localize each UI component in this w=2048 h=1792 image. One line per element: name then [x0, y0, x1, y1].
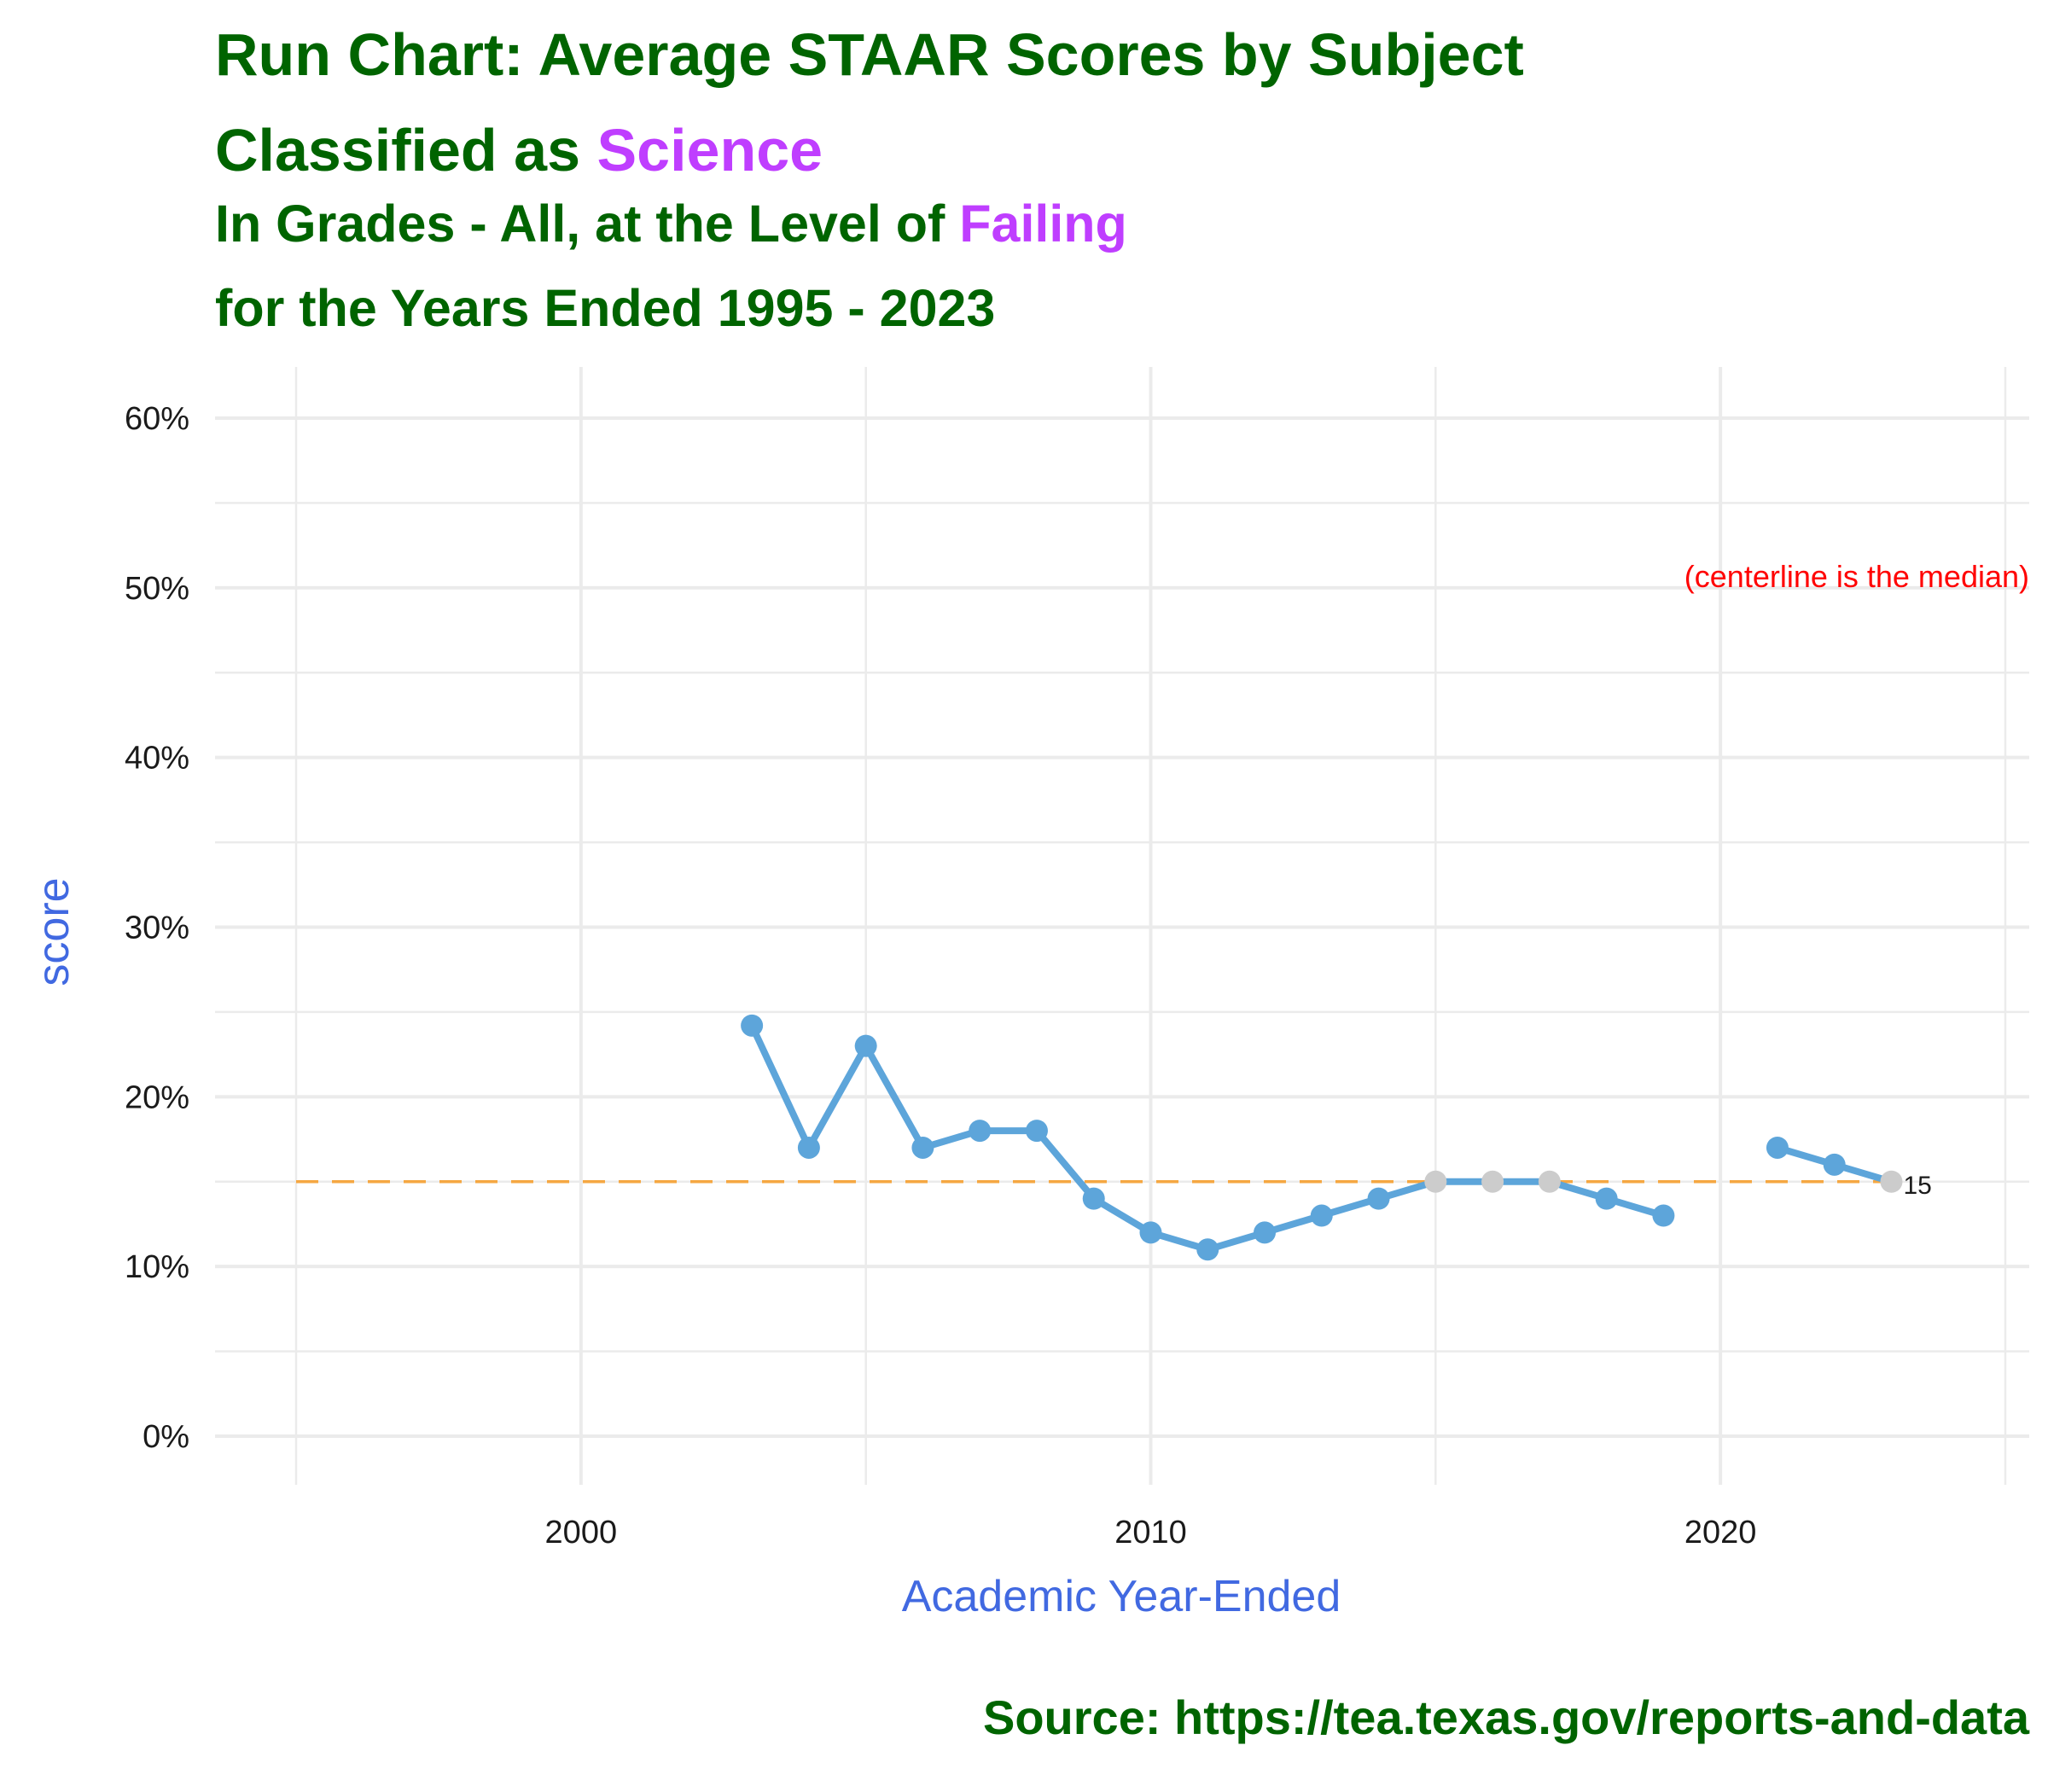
series — [741, 1014, 1903, 1261]
data-point — [1139, 1221, 1162, 1244]
x-tick-label: 2000 — [545, 1515, 618, 1551]
data-point — [1082, 1187, 1105, 1210]
chart-subtitle-line1: In Grades - All, at the Level of Failing — [215, 195, 1127, 253]
axis-tick-labels: 0% 10% 20% 30% 40% 50% 60% 2000 2010 2020 — [125, 401, 1757, 1551]
chart-title-line1: Run Chart: Average STAAR Scores by Subje… — [215, 21, 1524, 88]
chart-title-line2: Classified as Science — [215, 117, 823, 183]
y-tick-label: 10% — [125, 1249, 189, 1285]
data-point — [1025, 1120, 1048, 1143]
data-point — [1196, 1238, 1219, 1261]
y-tick-label: 0% — [143, 1419, 189, 1455]
data-point — [1652, 1204, 1675, 1227]
data-point — [1595, 1187, 1618, 1210]
data-point — [1367, 1187, 1390, 1210]
data-point — [1481, 1170, 1504, 1193]
chart-title-subject: Science — [596, 117, 823, 183]
chart-title-prefix: Classified as — [215, 117, 596, 183]
data-point — [1823, 1153, 1846, 1176]
median-annotation: (centerline is the median) — [1684, 559, 2029, 594]
chart-subtitle-level: Failing — [959, 195, 1127, 253]
end-value-label: 15 — [1903, 1172, 1931, 1200]
data-point — [854, 1034, 877, 1057]
data-point — [1254, 1221, 1277, 1244]
chart-subtitle-line2: for the Years Ended 1995 - 2023 — [215, 279, 995, 337]
data-point — [1424, 1170, 1447, 1193]
data-point — [911, 1136, 934, 1159]
data-point — [969, 1120, 992, 1143]
chart-subtitle-prefix: In Grades - All, at the Level of — [215, 195, 959, 253]
y-tick-label: 20% — [125, 1079, 189, 1115]
data-point — [797, 1136, 820, 1159]
x-tick-label: 2020 — [1684, 1515, 1757, 1551]
data-point — [1880, 1170, 1903, 1193]
y-tick-label: 40% — [125, 741, 189, 777]
grid — [215, 367, 2029, 1485]
data-point — [1538, 1170, 1561, 1193]
data-point — [1310, 1204, 1333, 1227]
x-axis-title: Academic Year-Ended — [902, 1572, 1341, 1621]
source-caption: Source: https://tea.texas.gov/reports-an… — [983, 1690, 2030, 1744]
y-tick-label: 30% — [125, 911, 189, 946]
y-tick-label: 60% — [125, 401, 189, 437]
data-point — [1766, 1136, 1789, 1159]
series-line — [748, 1021, 1667, 1254]
y-axis-title: score — [29, 877, 79, 986]
x-tick-label: 2010 — [1114, 1515, 1187, 1551]
data-point — [741, 1014, 764, 1037]
y-tick-label: 50% — [125, 571, 189, 607]
